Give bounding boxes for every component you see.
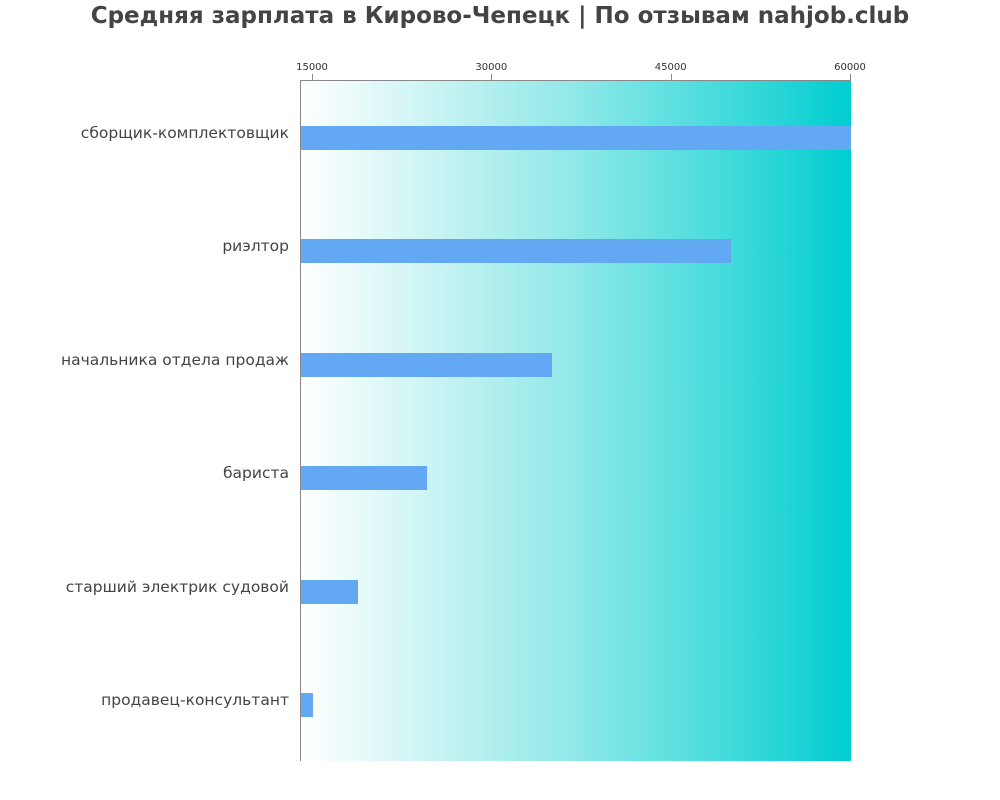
x-tick	[312, 74, 313, 80]
x-tick-label: 30000	[475, 62, 508, 73]
category-label: старший электрик судовой	[65, 577, 289, 596]
x-tick	[850, 74, 851, 80]
plot-area	[300, 80, 851, 761]
bar	[301, 466, 427, 491]
x-tick	[491, 74, 493, 80]
bar	[301, 579, 358, 604]
category-label: бариста	[222, 464, 289, 483]
category-label: продавец-консультант	[101, 691, 289, 709]
category-label: начальника отдела продаж	[60, 350, 289, 369]
bar	[301, 239, 732, 264]
category-label: риэлтор	[222, 237, 289, 256]
x-tick-label: 60000	[834, 62, 866, 73]
bar	[301, 352, 553, 377]
chart-title: Средняя зарплата в Кирово-Чепецк | По от…	[90, 3, 910, 29]
x-tick	[670, 74, 672, 80]
bar	[301, 693, 313, 717]
category-label: сборщик-комплектовщик	[80, 124, 289, 142]
bar	[301, 126, 851, 150]
x-tick-label: 45000	[654, 62, 687, 73]
x-tick-label: 15000	[296, 62, 328, 73]
